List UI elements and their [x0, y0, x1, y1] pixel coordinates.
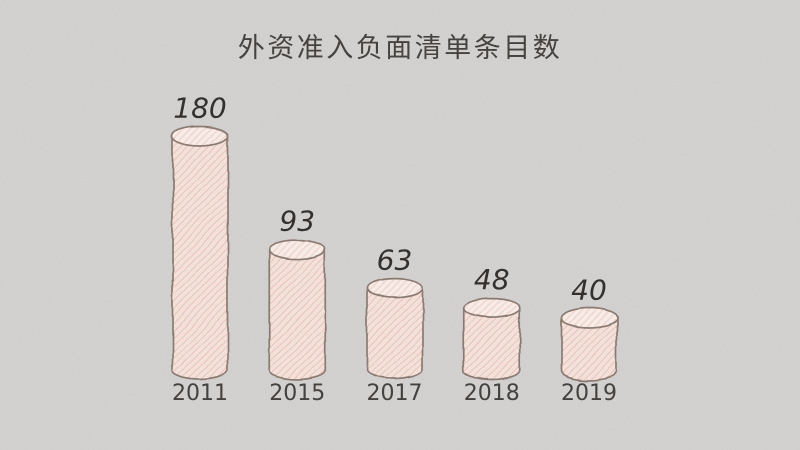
bar-cylinder-body: [462, 306, 521, 381]
bar-year-label: 2017: [367, 381, 423, 406]
bar-cylinder-body: [171, 135, 229, 381]
bar-cylinder-top: [462, 297, 521, 318]
x-axis: [161, 368, 650, 376]
bar-cylinder-body: [268, 248, 327, 381]
bar-cylinder-body: [365, 287, 424, 381]
labels-layer: 180 2011 93 2015 63 2017 48 2018 40 2019: [172, 92, 617, 407]
bar-value-label: 40: [571, 274, 607, 307]
bar-year-label: 2019: [561, 381, 617, 406]
bar-2011: [171, 125, 229, 381]
bar-year-label: 2018: [464, 381, 520, 406]
bar-cylinder-top: [268, 238, 327, 260]
bar-cylinder-body: [560, 317, 618, 381]
bar-cylinder-top: [365, 277, 424, 299]
bar-2018: [462, 297, 521, 381]
bar-2017: [365, 277, 424, 381]
bars-layer: [171, 125, 618, 381]
bar-2015: [268, 238, 327, 381]
bar-cylinder-top: [171, 125, 229, 147]
bar-value-label: 48: [474, 263, 510, 296]
bar-year-label: 2011: [172, 381, 228, 406]
bar-cylinder-top: [560, 307, 618, 329]
bar-value-label: 63: [377, 244, 413, 277]
bar-2019: [560, 307, 618, 381]
bar-value-label: 93: [279, 205, 315, 238]
bar-value-label: 180: [173, 92, 226, 125]
bar-year-label: 2015: [269, 381, 325, 406]
